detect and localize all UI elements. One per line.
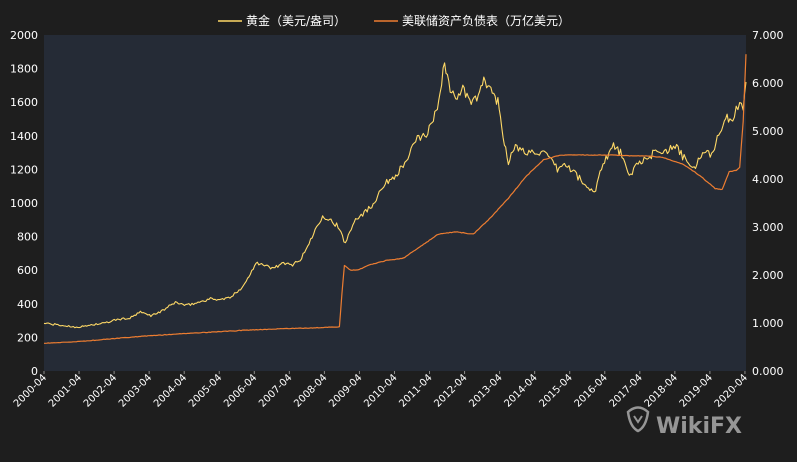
left-y-axis: 0 200 400 600 800 1000 1200 1400 1600 1800 2000 <box>10 29 38 378</box>
y-right-tick-label: 1.000 <box>752 317 784 330</box>
legend-label-fed: 美联储资产负债表（万亿美元） <box>402 13 570 28</box>
y-right-tick-label: 5.000 <box>752 125 784 138</box>
y-left-tick-label: 400 <box>17 298 38 311</box>
y-right-tick-label: 7.000 <box>752 29 784 42</box>
plot-area <box>44 35 746 371</box>
y-left-tick-label: 0 <box>31 365 38 378</box>
series-line-gold <box>43 62 747 329</box>
y-right-tick-label: 0.000 <box>752 365 784 378</box>
y-right-tick-label: 2.000 <box>752 269 784 282</box>
y-right-tick-label: 6.000 <box>752 77 784 90</box>
y-left-tick-label: 1800 <box>10 63 38 76</box>
y-right-tick-label: 4.000 <box>752 173 784 186</box>
y-left-tick-label: 1400 <box>10 130 38 143</box>
y-left-tick-label: 800 <box>17 231 38 244</box>
series-layer <box>43 54 747 344</box>
wikifx-logo-icon <box>626 406 650 433</box>
y-left-tick-label: 1200 <box>10 163 38 176</box>
y-left-tick-label: 1000 <box>10 197 38 210</box>
y-right-tick-label: 3.000 <box>752 221 784 234</box>
watermark: WikiFX <box>626 406 742 439</box>
series-line-fed-balance-sheet <box>44 54 747 344</box>
legend-label-gold: 黄金（美元/盎司） <box>246 13 346 28</box>
y-left-tick-label: 200 <box>17 331 38 344</box>
legend: 黄金（美元/盎司） 美联储资产负债表（万亿美元） <box>218 13 570 28</box>
right-y-axis: 0.000 1.000 2.000 3.000 4.000 5.000 6.000 7.000 <box>752 29 784 378</box>
wikifx-logo-inner-icon <box>633 415 643 424</box>
watermark-text: WikiFX <box>656 414 742 439</box>
y-left-tick-label: 2000 <box>10 29 38 42</box>
y-left-tick-label: 1600 <box>10 96 38 109</box>
y-left-tick-label: 600 <box>17 264 38 277</box>
